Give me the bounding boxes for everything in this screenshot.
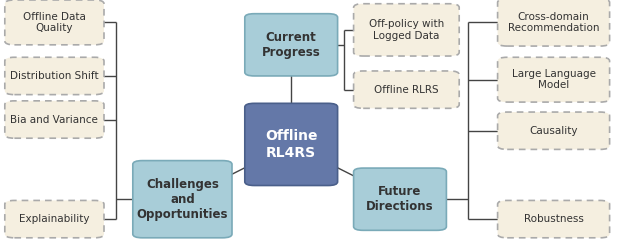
FancyBboxPatch shape: [5, 200, 104, 238]
Text: Challenges
and
Opportunities: Challenges and Opportunities: [137, 178, 228, 221]
Text: Current
Progress: Current Progress: [262, 31, 321, 59]
FancyBboxPatch shape: [245, 103, 338, 186]
Text: Off-policy with
Logged Data: Off-policy with Logged Data: [369, 19, 444, 41]
Text: Cross-domain
Recommendation: Cross-domain Recommendation: [508, 12, 599, 33]
FancyBboxPatch shape: [5, 0, 104, 45]
FancyBboxPatch shape: [498, 200, 609, 238]
Text: Offline
RL4RS: Offline RL4RS: [265, 129, 317, 160]
Text: Offline RLRS: Offline RLRS: [374, 85, 438, 95]
FancyBboxPatch shape: [498, 112, 609, 149]
FancyBboxPatch shape: [354, 71, 460, 108]
FancyBboxPatch shape: [133, 161, 232, 238]
FancyBboxPatch shape: [354, 168, 447, 230]
Text: Bia and Variance: Bia and Variance: [10, 115, 99, 124]
FancyBboxPatch shape: [5, 57, 104, 95]
Text: Large Language
Model: Large Language Model: [511, 69, 596, 90]
FancyBboxPatch shape: [354, 4, 460, 56]
Text: Distribution Shift: Distribution Shift: [10, 71, 99, 81]
Text: Offline Data
Quality: Offline Data Quality: [23, 12, 86, 33]
Text: Future
Directions: Future Directions: [366, 185, 434, 213]
FancyBboxPatch shape: [245, 14, 338, 76]
Text: Causality: Causality: [529, 126, 578, 136]
FancyBboxPatch shape: [498, 0, 609, 46]
Text: Robustness: Robustness: [524, 214, 584, 224]
FancyBboxPatch shape: [5, 101, 104, 138]
Text: Explainability: Explainability: [19, 214, 90, 224]
FancyBboxPatch shape: [498, 57, 609, 102]
